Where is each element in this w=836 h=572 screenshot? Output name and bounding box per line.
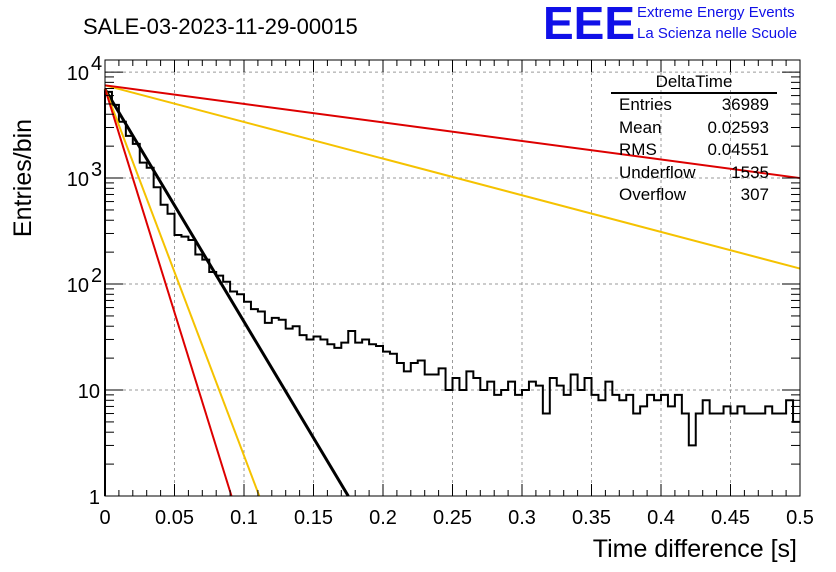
y-axis-title: Entries/bin xyxy=(9,119,37,237)
x-tick-label: 0.45 xyxy=(711,507,750,529)
y-tick-exponent: 3 xyxy=(91,159,102,181)
x-tick-label: 0.3 xyxy=(508,507,536,529)
x-tick-label: 0.4 xyxy=(647,507,675,529)
logo-eee-text: EEE xyxy=(543,0,635,49)
logo-line-1: Extreme Energy Events xyxy=(637,4,795,21)
stats-overflow-label: Overflow xyxy=(619,185,687,204)
y-tick-label: 10 xyxy=(67,63,89,85)
x-tick-label: 0.25 xyxy=(433,507,472,529)
x-tick-label: 0.15 xyxy=(294,507,333,529)
x-axis-title: Time difference [s] xyxy=(593,535,797,563)
stats-title: DeltaTime xyxy=(656,72,733,91)
stats-box: DeltaTime Entries 36989 Mean 0.02593 RMS… xyxy=(611,72,777,204)
fit-line xyxy=(104,88,261,497)
stats-entries-label: Entries xyxy=(619,95,672,114)
chart-title: SALE-03-2023-11-29-00015 xyxy=(83,14,358,39)
fit-line xyxy=(103,88,350,497)
x-tick-label: 0.05 xyxy=(155,507,194,529)
fit-line xyxy=(104,84,801,180)
stats-rms-label: RMS xyxy=(619,140,657,159)
y-tick-label: 10 xyxy=(67,169,89,191)
y-tick-exponent: 4 xyxy=(91,53,102,75)
y-tick-label: 10 xyxy=(67,275,89,297)
x-tick-label: 0.5 xyxy=(786,507,814,529)
fit-line xyxy=(104,88,233,497)
stats-rms-value: 0.04551 xyxy=(708,140,769,159)
stats-mean-value: 0.02593 xyxy=(708,118,769,137)
fit-lines xyxy=(103,84,801,497)
x-tick-label: 0.1 xyxy=(230,507,258,529)
x-tick-label: 0 xyxy=(99,507,110,529)
fit-line xyxy=(104,84,801,270)
x-axis-ticks: 0 0.05 0.1 0.15 0.2 0.25 0.3 0.35 0.4 0.45 0.5 xyxy=(99,60,814,529)
eee-logo: EEE Extreme Energy Events La Scienza nel… xyxy=(543,0,797,49)
stats-underflow-label: Underflow xyxy=(619,163,696,182)
logo-line-2: La Scienza nelle Scuole xyxy=(637,25,797,42)
y-tick-exponent: 2 xyxy=(91,265,102,287)
x-tick-label: 0.35 xyxy=(572,507,611,529)
y-tick-label: 10 xyxy=(78,381,100,403)
y-tick-label: 1 xyxy=(89,487,100,509)
stats-entries-value: 36989 xyxy=(722,95,769,114)
stats-overflow-value: 307 xyxy=(741,185,769,204)
stats-underflow-value: 1535 xyxy=(731,163,769,182)
x-tick-label: 0.2 xyxy=(369,507,397,529)
stats-mean-label: Mean xyxy=(619,118,662,137)
